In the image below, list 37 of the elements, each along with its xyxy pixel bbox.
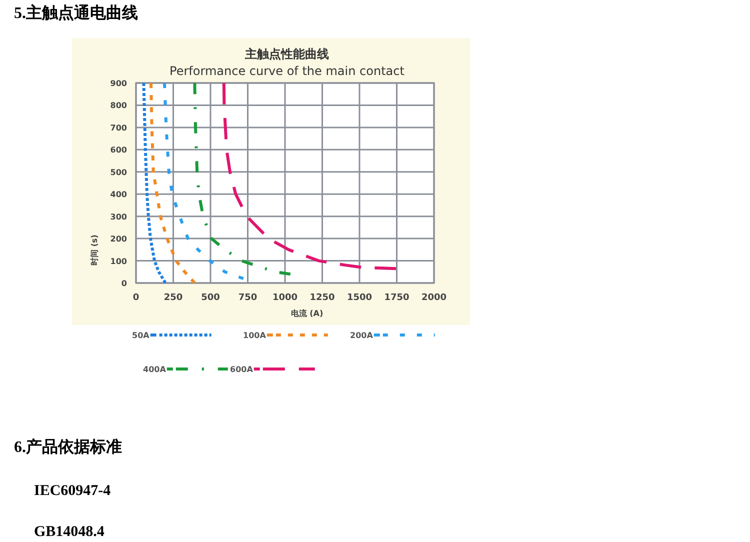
legend-item: 200A	[350, 331, 435, 340]
x-axis-title: 电流 (A)	[290, 308, 324, 318]
chart-title: 主触点性能曲线	[244, 47, 329, 61]
y-tick-label: 800	[110, 101, 128, 110]
y-tick-label: 600	[110, 146, 128, 155]
y-axis-title: 时间 (s)	[90, 234, 99, 266]
x-tick-label: 1250	[310, 293, 335, 303]
chart-subtitle: Performance curve of the main contact	[170, 64, 405, 78]
legend-label: 200A	[350, 331, 374, 340]
x-tick-label: 500	[201, 293, 220, 303]
legend-label: 50A	[132, 331, 150, 340]
y-tick-label: 100	[110, 256, 128, 266]
text: 5.主触点通电曲线	[14, 3, 138, 22]
x-tick-label: 1000	[272, 293, 298, 303]
y-tick-label: 200	[110, 234, 128, 244]
legend-item: 600A	[230, 365, 315, 374]
y-tick-label: 500	[110, 168, 128, 177]
legend-item: 100A	[243, 331, 328, 340]
x-tick-label: 1500	[346, 293, 372, 303]
y-tick-label: 0	[121, 279, 128, 288]
legend-label: 100A	[243, 331, 267, 340]
legend-item: 50A	[132, 331, 212, 340]
x-tick-label: 750	[238, 293, 258, 303]
y-tick-label: 700	[110, 123, 128, 132]
x-tick-label: 1750	[384, 293, 410, 303]
legend-item: 400A	[143, 365, 228, 374]
legend-label: 400A	[143, 365, 167, 374]
y-tick-label: 300	[110, 212, 128, 222]
y-tick-label: 400	[110, 190, 128, 200]
text: 6.产品依据标准	[14, 438, 122, 456]
legend-label: 600A	[230, 365, 254, 374]
y-tick-label: 900	[110, 79, 128, 88]
x-tick-label: 2000	[421, 293, 447, 303]
text: IEC60947-4	[34, 483, 112, 499]
x-tick-label: 250	[164, 293, 183, 303]
text: GB14048.4	[34, 524, 105, 540]
x-tick-label: 0	[132, 293, 140, 303]
